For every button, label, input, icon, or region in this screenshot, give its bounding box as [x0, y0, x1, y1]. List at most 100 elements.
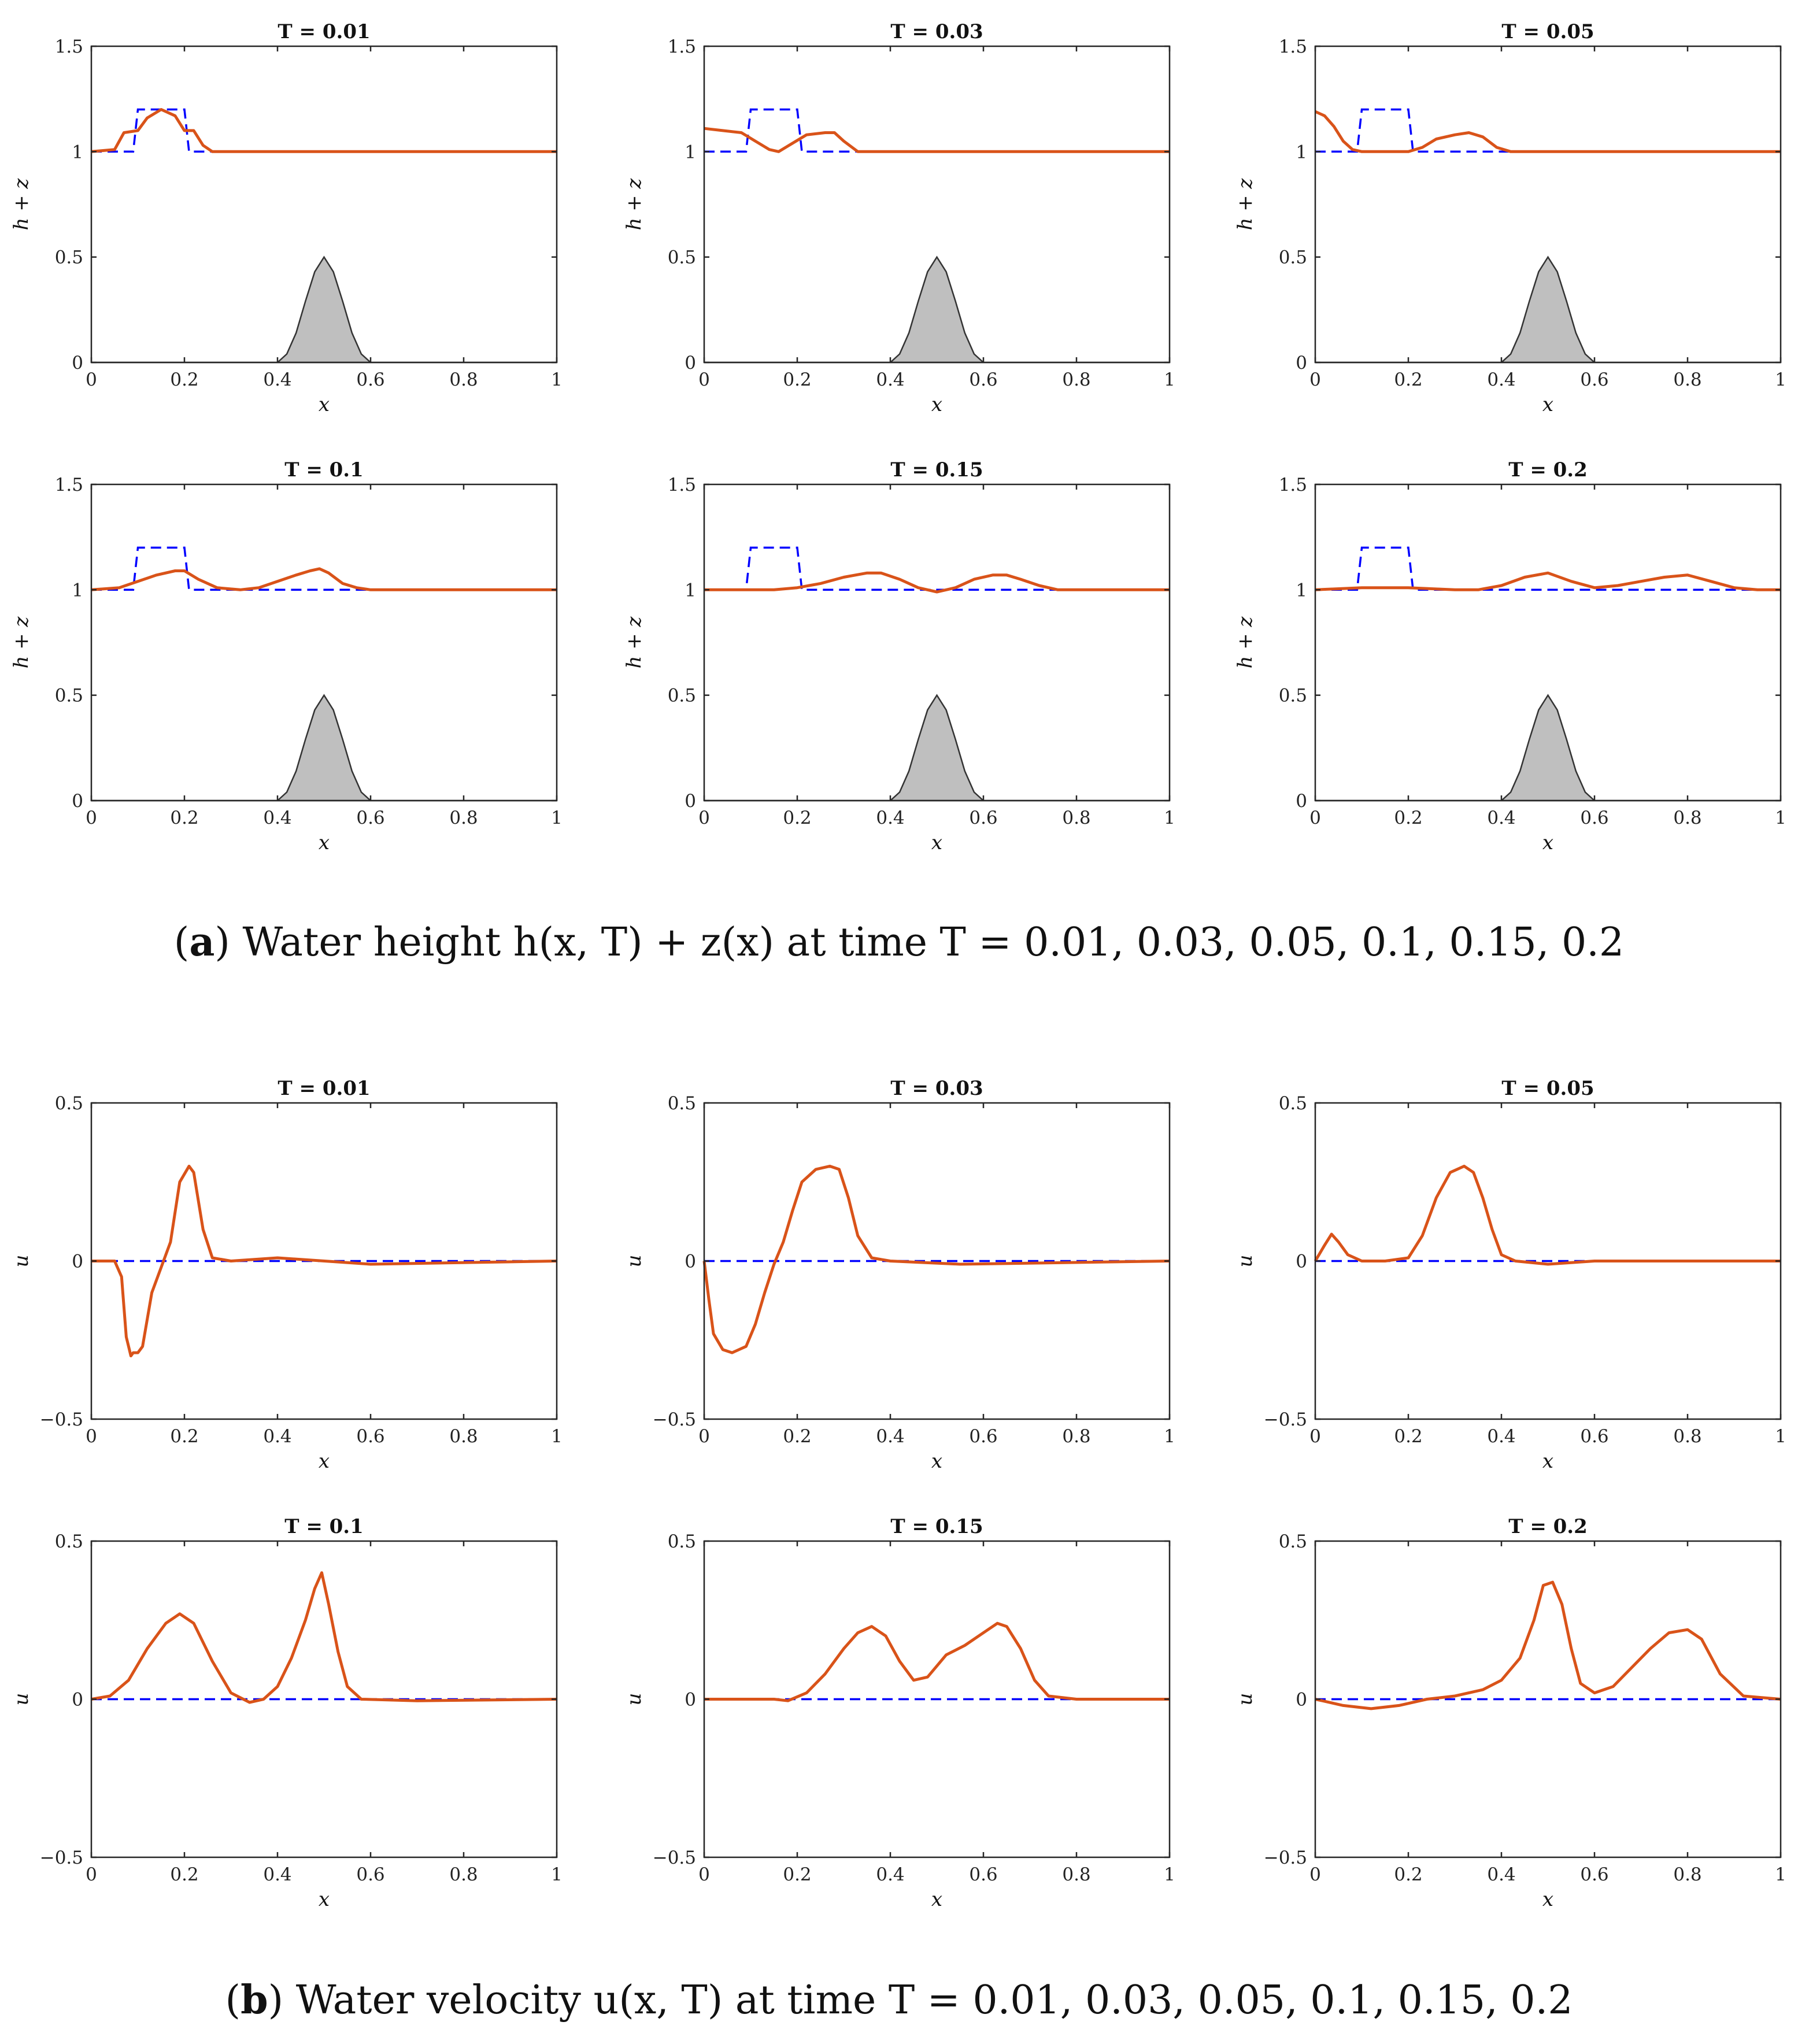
- x-tick-label: 1: [551, 808, 563, 828]
- x-tick-label: 0.2: [170, 369, 198, 390]
- x-tick-label: 1: [551, 1426, 563, 1447]
- x-tick-label: 0: [1309, 808, 1321, 828]
- y-tick-label: 0.5: [668, 1093, 696, 1114]
- series-solution-line: [704, 571, 1170, 594]
- y-tick-label: 0: [685, 353, 696, 373]
- y-axis-label: u: [623, 1693, 646, 1706]
- x-tick-label: 0.4: [1487, 1426, 1515, 1447]
- y-axis-label: u: [10, 1693, 33, 1706]
- x-tick-label: 1: [551, 1864, 563, 1885]
- x-tick-label: 0: [698, 1426, 710, 1447]
- x-tick-label: 0.8: [1673, 369, 1701, 390]
- series-solution-line: [1315, 1580, 1781, 1710]
- x-tick-label: 0: [1309, 369, 1321, 390]
- series-solution-line: [91, 1571, 557, 1704]
- x-axis-label: x: [319, 831, 330, 854]
- y-tick-label: −0.5: [653, 1847, 696, 1868]
- chart-panel-3: 0 0.2 0.4 0.6 0.8 1 0 0.5 1 1.5 T = 0.05 x h + z: [1234, 20, 1786, 416]
- series-bottom-fill: [91, 694, 557, 802]
- y-tick-label: 1.5: [1279, 36, 1307, 57]
- x-tick-label: 0.6: [356, 1426, 384, 1447]
- x-tick-label: 0: [86, 369, 97, 390]
- y-tick-label: 0.5: [55, 1093, 83, 1114]
- y-tick-label: 0.5: [55, 247, 83, 268]
- x-tick-label: 0: [698, 1864, 710, 1885]
- axes-box: [1314, 483, 1782, 802]
- x-tick-label: 0.4: [876, 808, 904, 828]
- x-tick-label: 0.2: [783, 1864, 811, 1885]
- y-axis-label: h + z: [10, 616, 33, 668]
- axes-box: [90, 45, 558, 364]
- x-tick-label: 0.6: [1580, 1864, 1608, 1885]
- x-tick-label: 0.6: [356, 369, 384, 390]
- x-tick-label: 1: [551, 369, 563, 390]
- caption-a-text: Water height h(x, T) + z(x) at time T = …: [242, 920, 1625, 965]
- series-solution-line: [1315, 571, 1781, 591]
- x-axis-label: x: [1542, 1450, 1553, 1473]
- y-tick-label: −0.5: [1264, 1409, 1307, 1430]
- y-tick-label: 1: [72, 142, 83, 162]
- axes-box: [703, 483, 1171, 802]
- x-tick-label: 0.2: [170, 808, 198, 828]
- caption-a: (a) Water height h(x, T) + z(x) at time …: [173, 919, 1625, 965]
- x-tick-label: 0.6: [969, 369, 997, 390]
- x-tick-label: 0: [1309, 1426, 1321, 1447]
- chart-title: T = 0.2: [1508, 458, 1588, 482]
- x-tick-label: 0.4: [1487, 369, 1515, 390]
- x-tick-label: 0.4: [876, 1864, 904, 1885]
- chart-panel-10: 0 0.2 0.4 0.6 0.8 1−0.500.5T = 0.1xu: [10, 1515, 563, 1911]
- series-solution-line: [1314, 1164, 1781, 1266]
- x-tick-label: 0.4: [876, 1426, 904, 1447]
- chart-title: T = 0.05: [1501, 1077, 1594, 1100]
- x-tick-label: 0.8: [1062, 808, 1090, 828]
- x-tick-label: 0: [698, 808, 710, 828]
- x-tick-label: 0.4: [263, 1426, 291, 1447]
- axes-box: [1314, 45, 1782, 364]
- x-tick-label: 0: [86, 1864, 97, 1885]
- y-tick-label: 0: [72, 791, 83, 812]
- x-tick-label: 0.6: [1580, 1426, 1608, 1447]
- x-tick-label: 0.6: [969, 808, 997, 828]
- x-axis-label: x: [1542, 1888, 1553, 1911]
- axes-box: [703, 45, 1171, 364]
- x-tick-label: 0.2: [1394, 369, 1422, 390]
- chart-title: T = 0.1: [284, 1515, 364, 1538]
- series-bottom-fill: [704, 694, 1170, 802]
- x-tick-label: 0.6: [969, 1426, 997, 1447]
- y-tick-label: 0.5: [1279, 1531, 1307, 1552]
- x-tick-label: 0.2: [1394, 808, 1422, 828]
- chart-title: T = 0.15: [890, 458, 983, 482]
- series-bottom-fill: [1315, 255, 1781, 364]
- chart-title: T = 0.01: [278, 1077, 370, 1100]
- series-initial-dashed: [1315, 108, 1781, 153]
- x-tick-label: 1: [1164, 1864, 1175, 1885]
- x-tick-label: 0: [698, 369, 710, 390]
- x-tick-label: 0.4: [876, 369, 904, 390]
- x-tick-label: 0.8: [1673, 808, 1701, 828]
- y-axis-label: u: [623, 1255, 646, 1268]
- x-tick-label: 0.8: [449, 1426, 478, 1447]
- axes-box: [90, 483, 558, 802]
- y-tick-label: 0.5: [55, 1531, 83, 1552]
- series-bottom-fill: [1315, 694, 1781, 802]
- x-tick-label: 0: [86, 1426, 97, 1447]
- y-tick-label: 0: [1296, 791, 1307, 812]
- x-tick-label: 0.8: [1673, 1426, 1701, 1447]
- x-tick-label: 0.6: [356, 808, 384, 828]
- y-axis-label: u: [1234, 1255, 1257, 1268]
- chart-panel-6: 0 0.2 0.4 0.6 0.8 1 0 0.5 1 1.5 T = 0.2 x h + z: [1234, 458, 1786, 854]
- x-axis-label: x: [931, 1450, 942, 1473]
- caption-b: (b) Water velocity u(x, T) at time T = 0…: [225, 1977, 1573, 2023]
- y-axis-label: h + z: [1234, 177, 1257, 230]
- x-axis-label: x: [1542, 831, 1553, 854]
- x-tick-label: 0.2: [1394, 1864, 1422, 1885]
- y-tick-label: −0.5: [653, 1409, 696, 1430]
- x-tick-label: 0.8: [449, 1864, 478, 1885]
- y-tick-label: 0.5: [668, 1531, 696, 1552]
- y-tick-label: 0: [1296, 1251, 1307, 1272]
- y-tick-label: 1.5: [55, 475, 83, 495]
